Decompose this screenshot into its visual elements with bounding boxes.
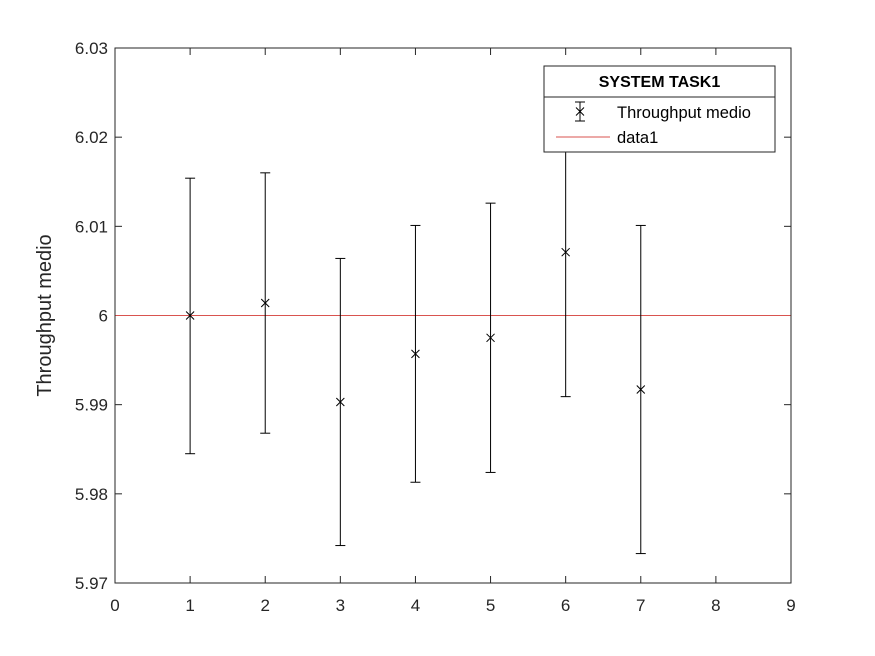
x-tick-label: 2 [260,596,269,615]
x-tick-label: 8 [711,596,720,615]
legend-label-throughput: Throughput medio [617,104,751,122]
legend-title: SYSTEM TASK1 [599,74,721,91]
legend-x-marker-icon [575,107,585,116]
errorbar-point [335,257,346,547]
x-tick-label: 7 [636,596,645,615]
y-tick-label: 5.97 [75,574,108,593]
x-tick-label: 3 [336,596,345,615]
legend: SYSTEM TASK1 Throughput medio data1 [543,65,776,153]
x-tick-label: 4 [411,596,420,615]
legend-entry-data1: data1 [556,129,658,147]
legend-title-box [543,65,776,98]
data-point-marker [411,349,420,359]
x-tick-label: 9 [786,596,795,615]
data-point-marker [335,397,345,407]
data-point-marker [486,333,495,343]
y-tick-label: 6.02 [75,128,108,147]
errorbar-point [485,202,496,473]
errorbar-point [410,224,421,483]
errorbar-point [185,177,196,455]
y-tick-label: 6.01 [75,217,108,236]
y-axis-label-group: Throughput medio [34,234,56,396]
y-axis-label: Throughput medio [34,234,56,396]
errorbar-point [635,224,646,555]
errorbar-series [185,108,646,555]
data-point-marker [561,247,571,257]
data-point-marker [636,385,646,394]
x-tick-label: 6 [561,596,570,615]
errorbar-point [260,172,271,434]
x-tick-label: 5 [486,596,495,615]
y-tick-label: 6 [99,307,108,326]
y-tick-label: 6.03 [75,39,108,58]
legend-entries-box [543,96,776,153]
plot-frame [114,47,792,584]
legend-entry-throughput: Throughput medio [575,101,751,122]
data-point-marker [260,298,270,308]
x-tick-label: 1 [185,596,194,615]
legend-label-data1: data1 [617,129,658,147]
y-tick-label: 5.98 [75,485,108,504]
y-tick-label: 5.99 [75,396,108,415]
x-tick-label: 0 [110,596,119,615]
data-point-marker [185,311,195,320]
ticks: 0 1 2 3 4 5 6 7 8 9 5.97 5.98 5.99 6 6.01 6.02 6.03 [75,39,796,615]
